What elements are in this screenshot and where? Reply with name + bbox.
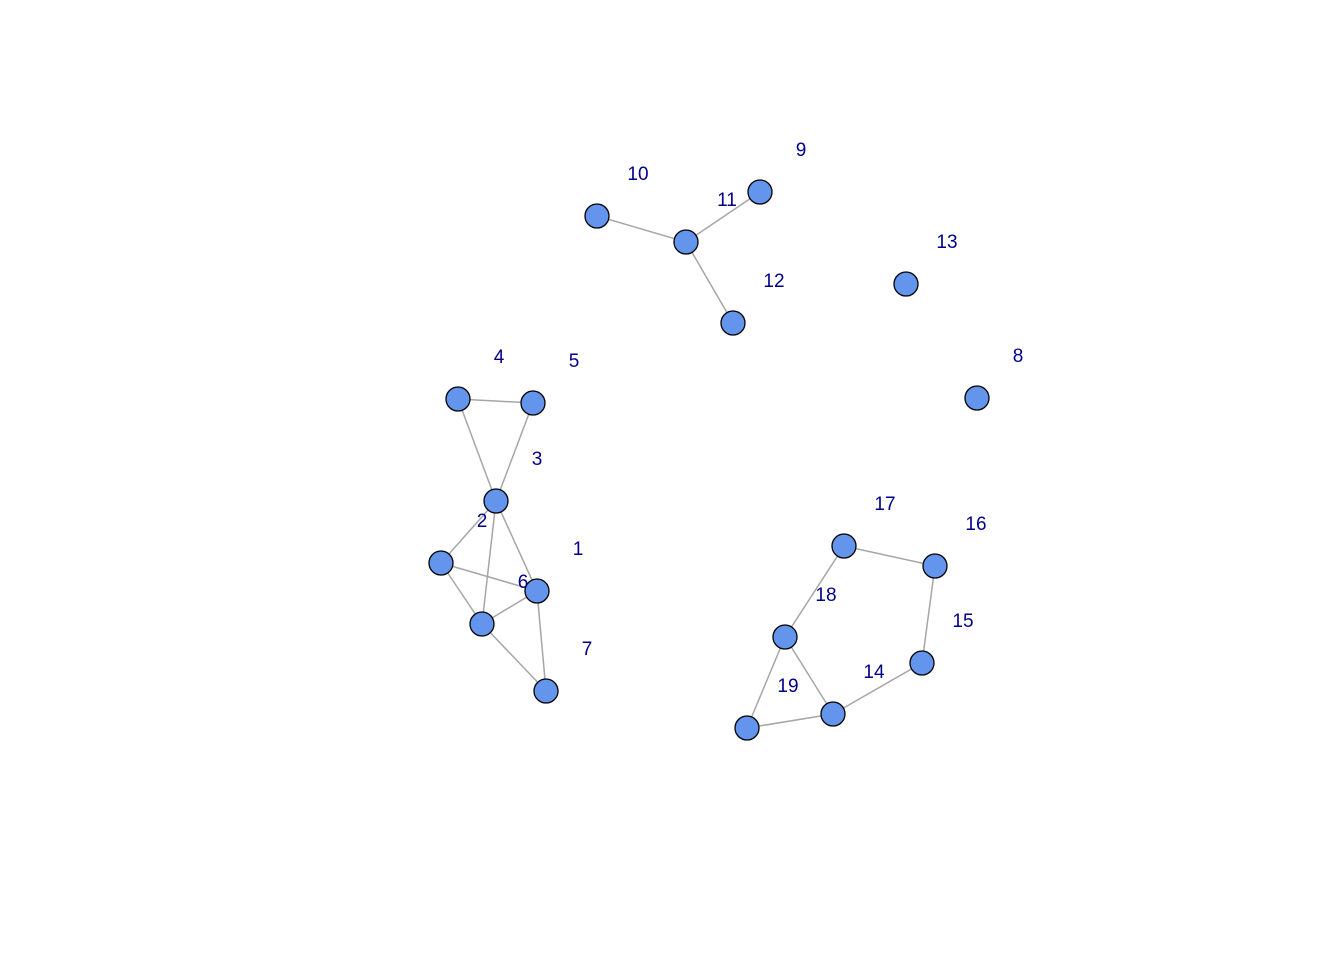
node-label-9: 9	[796, 140, 807, 161]
edge-17-16	[843, 545, 936, 567]
edge-6-7	[481, 623, 547, 692]
edge-5-3	[495, 402, 534, 502]
node-4	[445, 386, 471, 412]
edge-4-3	[457, 398, 497, 502]
edge-1-7	[536, 590, 547, 692]
node-label-12: 12	[763, 271, 784, 292]
node-11	[673, 229, 699, 255]
edge-17-18	[784, 545, 845, 638]
edge-11-12	[685, 241, 734, 324]
node-2	[428, 550, 454, 576]
node-10	[584, 203, 610, 229]
edge-11-9	[685, 191, 761, 243]
edge-3-2	[440, 500, 497, 564]
node-label-2: 2	[477, 511, 488, 532]
node-6	[469, 611, 495, 637]
edge-3-1	[495, 500, 538, 592]
node-16	[922, 553, 948, 579]
node-label-6: 6	[518, 572, 529, 593]
node-5	[520, 390, 546, 416]
node-label-4: 4	[494, 347, 505, 368]
node-1	[524, 578, 550, 604]
edge-18-19	[746, 636, 786, 729]
node-label-14: 14	[863, 662, 885, 683]
node-17	[831, 533, 857, 559]
edge-18-14	[784, 636, 834, 715]
node-label-10: 10	[627, 164, 648, 185]
edge-16-15	[921, 565, 936, 664]
node-9	[747, 179, 773, 205]
edge-15-14	[832, 662, 923, 715]
node-label-13: 13	[936, 232, 957, 253]
node-label-11: 11	[717, 190, 737, 211]
node-13	[893, 271, 919, 297]
node-18	[772, 624, 798, 650]
node-label-3: 3	[532, 449, 543, 470]
node-19	[734, 715, 760, 741]
node-label-19: 19	[777, 676, 798, 697]
node-8	[964, 385, 990, 411]
node-12	[720, 310, 746, 336]
edge-3-6	[481, 500, 497, 625]
node-14	[820, 701, 846, 727]
node-label-15: 15	[952, 611, 973, 632]
edge-10-11	[596, 215, 687, 243]
node-label-7: 7	[582, 639, 593, 660]
node-7	[533, 678, 559, 704]
node-label-16: 16	[965, 514, 986, 535]
node-3	[483, 488, 509, 514]
edges-layer	[440, 191, 936, 729]
node-label-17: 17	[874, 494, 895, 515]
node-label-18: 18	[815, 585, 836, 606]
node-label-8: 8	[1013, 346, 1024, 367]
node-label-1: 1	[573, 539, 584, 560]
edge-19-14	[746, 713, 834, 729]
node-15	[909, 650, 935, 676]
edge-2-1	[440, 562, 538, 592]
node-label-5: 5	[569, 351, 580, 372]
nodes-layer	[428, 179, 990, 741]
